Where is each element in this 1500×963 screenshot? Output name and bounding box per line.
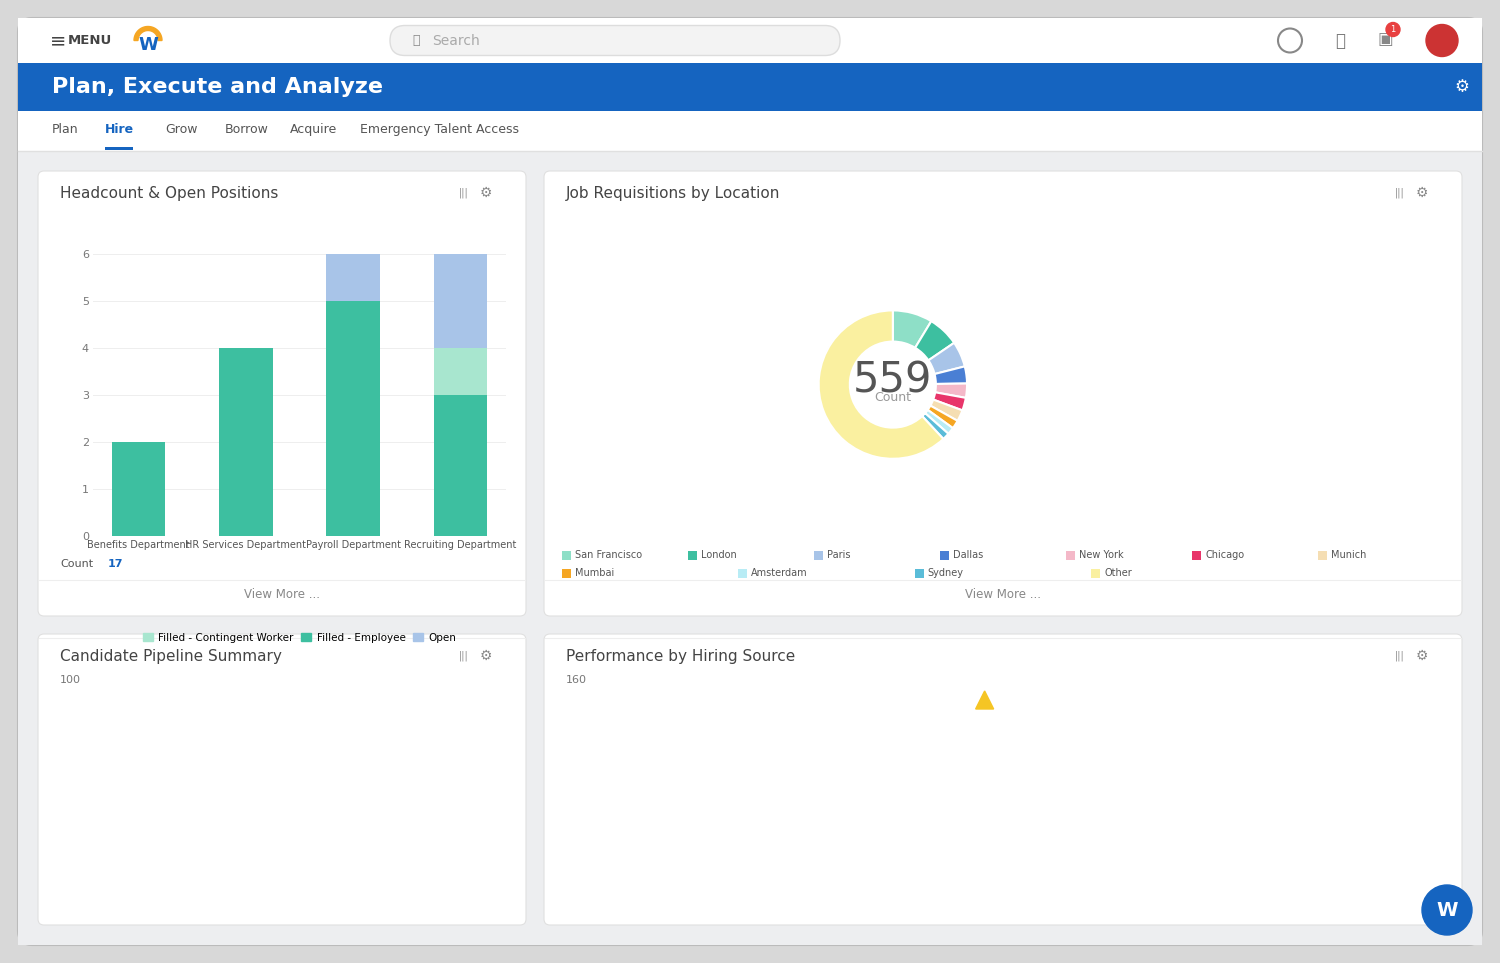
Text: Emergency Talent Access: Emergency Talent Access xyxy=(360,122,519,136)
Polygon shape xyxy=(134,27,162,40)
Text: Borrow: Borrow xyxy=(225,122,268,136)
Text: W: W xyxy=(138,36,158,54)
Wedge shape xyxy=(927,405,957,429)
Text: Grow: Grow xyxy=(165,122,198,136)
Bar xyxy=(433,254,488,349)
Text: Search: Search xyxy=(432,34,480,47)
Bar xyxy=(18,18,1482,63)
Text: Hire: Hire xyxy=(105,122,134,136)
Text: Plan, Execute and Analyze: Plan, Execute and Analyze xyxy=(53,77,382,97)
Text: 🔍: 🔍 xyxy=(413,34,420,47)
Bar xyxy=(815,551,824,560)
Text: San Francisco: San Francisco xyxy=(574,550,642,560)
Text: ⚙: ⚙ xyxy=(1455,78,1470,96)
Text: 17: 17 xyxy=(108,559,123,569)
FancyBboxPatch shape xyxy=(38,634,526,925)
Bar xyxy=(112,442,165,536)
Wedge shape xyxy=(926,410,952,433)
Text: Chicago: Chicago xyxy=(1204,550,1243,560)
FancyBboxPatch shape xyxy=(18,18,1482,945)
FancyBboxPatch shape xyxy=(390,25,840,56)
Text: 559: 559 xyxy=(853,359,933,402)
Text: Paris: Paris xyxy=(827,550,850,560)
Text: |||: ||| xyxy=(1395,188,1406,198)
Bar xyxy=(219,349,273,536)
Text: |||: ||| xyxy=(459,188,470,198)
Text: W: W xyxy=(1437,900,1458,920)
Bar xyxy=(327,301,380,536)
Bar xyxy=(1066,551,1076,560)
Wedge shape xyxy=(934,383,968,398)
Text: ⚙: ⚙ xyxy=(1416,186,1428,200)
Wedge shape xyxy=(930,400,963,421)
FancyBboxPatch shape xyxy=(38,171,526,616)
Bar xyxy=(1318,551,1328,560)
Text: 100: 100 xyxy=(60,675,81,685)
Text: Count: Count xyxy=(874,391,912,404)
Text: London: London xyxy=(700,550,736,560)
Wedge shape xyxy=(892,310,932,348)
Bar xyxy=(940,551,950,560)
Circle shape xyxy=(1386,22,1400,37)
Text: View More ...: View More ... xyxy=(964,587,1041,601)
Text: ≡: ≡ xyxy=(50,31,66,50)
Bar xyxy=(18,151,1482,945)
Bar xyxy=(915,569,924,578)
Text: New York: New York xyxy=(1078,550,1124,560)
Wedge shape xyxy=(933,392,966,410)
Bar xyxy=(1192,551,1202,560)
Polygon shape xyxy=(975,691,993,709)
Text: Plan: Plan xyxy=(53,122,78,136)
Bar xyxy=(18,63,1482,111)
Text: 1: 1 xyxy=(1390,25,1395,34)
Legend: Filled - Contingent Worker, Filled - Employee, Open: Filled - Contingent Worker, Filled - Emp… xyxy=(138,629,460,647)
Text: Amsterdam: Amsterdam xyxy=(752,568,808,578)
Text: Sydney: Sydney xyxy=(928,568,964,578)
Text: MENU: MENU xyxy=(68,34,112,47)
Wedge shape xyxy=(928,343,964,374)
Bar xyxy=(738,569,747,578)
Bar xyxy=(1090,569,1100,578)
Bar xyxy=(327,254,380,301)
Wedge shape xyxy=(922,413,948,439)
Text: ⚙: ⚙ xyxy=(480,649,492,663)
Wedge shape xyxy=(934,366,968,384)
Text: View More ...: View More ... xyxy=(244,587,320,601)
Text: Mumbai: Mumbai xyxy=(574,568,615,578)
Bar xyxy=(433,349,488,395)
Bar xyxy=(562,551,572,560)
Text: Munich: Munich xyxy=(1330,550,1366,560)
Text: Candidate Pipeline Summary: Candidate Pipeline Summary xyxy=(60,648,282,664)
Wedge shape xyxy=(819,310,944,458)
Text: Acquire: Acquire xyxy=(290,122,338,136)
Text: |||: ||| xyxy=(459,651,470,662)
Bar xyxy=(18,111,1482,151)
Text: Job Requisitions by Location: Job Requisitions by Location xyxy=(566,186,780,200)
Text: ⚙: ⚙ xyxy=(1416,649,1428,663)
Text: Headcount & Open Positions: Headcount & Open Positions xyxy=(60,186,279,200)
Text: Dallas: Dallas xyxy=(952,550,984,560)
Text: 160: 160 xyxy=(566,675,586,685)
Circle shape xyxy=(1422,885,1472,935)
Wedge shape xyxy=(915,321,954,360)
Text: Other: Other xyxy=(1104,568,1132,578)
Bar xyxy=(433,395,488,536)
FancyBboxPatch shape xyxy=(544,634,1462,925)
Bar xyxy=(688,551,698,560)
Bar xyxy=(105,147,134,150)
Text: Performance by Hiring Source: Performance by Hiring Source xyxy=(566,648,795,664)
Text: Count: Count xyxy=(60,559,93,569)
Text: |||: ||| xyxy=(1395,651,1406,662)
Bar xyxy=(562,569,572,578)
Text: ▣: ▣ xyxy=(1377,30,1394,47)
Text: ⚙: ⚙ xyxy=(480,186,492,200)
FancyBboxPatch shape xyxy=(544,171,1462,616)
Circle shape xyxy=(1426,24,1458,57)
Text: 🔔: 🔔 xyxy=(1335,32,1346,49)
